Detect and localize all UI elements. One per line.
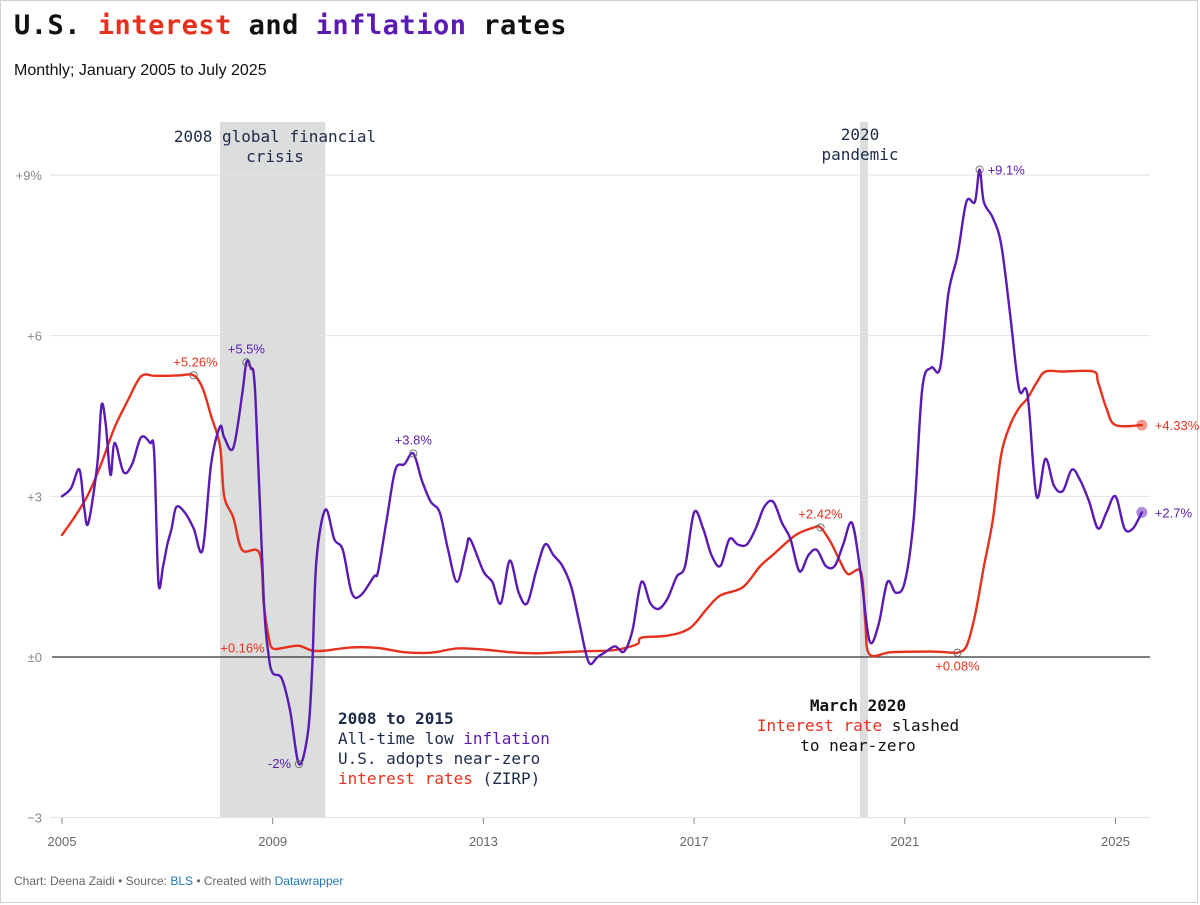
pandemic-label-line2: pandemic bbox=[821, 145, 898, 164]
zirp-line3-a: interest rates bbox=[338, 769, 473, 788]
point-label: +0.08% bbox=[935, 659, 980, 674]
march2020-heading: March 2020 bbox=[810, 696, 906, 715]
x-tick-label: 2025 bbox=[1101, 834, 1130, 849]
chart-title: U.S. interest and inflation rates bbox=[14, 10, 567, 41]
y-tick-label: +6 bbox=[27, 329, 42, 344]
point-marker bbox=[294, 760, 304, 769]
x-tick-label: 2005 bbox=[48, 834, 77, 849]
endpoint-marker bbox=[1136, 419, 1148, 431]
x-axis: 2005 2009 2013 2017 2021 2025 bbox=[48, 818, 1130, 849]
point-label: +5.26% bbox=[173, 354, 218, 369]
march2020-line1-b: slashed bbox=[892, 716, 959, 735]
title-and: and bbox=[248, 10, 299, 41]
point-marker bbox=[975, 165, 984, 174]
pandemic-label-line1: 2020 bbox=[841, 125, 880, 144]
chart-footer: Chart: Deena Zaidi • Source: BLS • Creat… bbox=[14, 874, 343, 888]
march2020-line2: to near-zero bbox=[800, 736, 916, 755]
point-marker bbox=[189, 371, 198, 380]
zirp-line1-a: All-time low bbox=[338, 729, 454, 748]
footer-credit: Chart: Deena Zaidi bbox=[14, 874, 115, 888]
title-inflation: inflation bbox=[315, 10, 467, 41]
x-tick-label: 2009 bbox=[258, 834, 287, 849]
title-rates: rates bbox=[483, 10, 568, 41]
point-labels: +5.26% +5.5% +3.8% +0.16% -2% +2.42% +9.1% +0.0… bbox=[173, 163, 1199, 771]
title-us: U.S. bbox=[14, 10, 82, 41]
gfc-label-line1: 2008 global financial bbox=[174, 127, 376, 146]
y-tick-label: −3 bbox=[27, 811, 42, 826]
point-label: +4.33% bbox=[1155, 418, 1200, 433]
chart-subtitle: Monthly; January 2005 to July 2025 bbox=[14, 62, 267, 79]
point-label: -2% bbox=[268, 756, 292, 771]
footer-created-with: Created with bbox=[203, 874, 272, 888]
shaded-ranges bbox=[220, 122, 868, 818]
zirp-line3: interest rates (ZIRP) bbox=[338, 769, 540, 788]
x-tick-label: 2013 bbox=[469, 834, 498, 849]
zirp-heading: 2008 to 2015 bbox=[338, 709, 454, 728]
point-marker bbox=[242, 358, 251, 367]
inflation-rate-line bbox=[60, 168, 1143, 766]
shade-pandemic bbox=[860, 122, 868, 818]
point-label: +2.42% bbox=[798, 506, 843, 521]
point-marker bbox=[409, 449, 418, 458]
zirp-line1: All-time low inflation bbox=[338, 729, 550, 748]
zirp-line1-b: inflation bbox=[463, 729, 550, 748]
source-link[interactable]: BLS bbox=[170, 874, 193, 888]
footer-sep-1: • bbox=[118, 874, 123, 888]
annotation-zirp: 2008 to 2015 All-time low inflation U.S.… bbox=[338, 709, 550, 788]
point-label: +0.16% bbox=[220, 640, 265, 655]
point-label: +5.5% bbox=[228, 341, 266, 356]
x-tick-label: 2017 bbox=[680, 834, 709, 849]
zirp-line2: U.S. adopts near-zero bbox=[338, 749, 540, 768]
gfc-label-line2: crisis bbox=[246, 147, 304, 166]
interest-rate-line bbox=[60, 369, 1143, 658]
march2020-line1-a: Interest rate bbox=[757, 716, 882, 735]
y-tick-label: +9% bbox=[16, 168, 43, 183]
annotation-march2020: March 2020 Interest rate slashed to near… bbox=[757, 696, 959, 755]
footer-source-label: Source: bbox=[125, 874, 167, 888]
series-lines bbox=[60, 168, 1143, 766]
y-tick-label: +3 bbox=[27, 489, 42, 504]
point-marker bbox=[953, 648, 962, 657]
point-marker bbox=[816, 523, 825, 532]
datawrapper-link[interactable]: Datawrapper bbox=[274, 874, 344, 888]
zirp-line3-b: (ZIRP) bbox=[483, 769, 541, 788]
march2020-line1: Interest rate slashed bbox=[757, 716, 959, 735]
point-label: +2.7% bbox=[1155, 505, 1193, 520]
title-interest: interest bbox=[97, 10, 232, 41]
gridlines bbox=[50, 174, 1150, 819]
y-axis: −3 ±0 +3 +6 +9% bbox=[16, 168, 43, 826]
endpoint-marker bbox=[1136, 506, 1148, 518]
footer-sep-2: • bbox=[196, 874, 201, 888]
shade-gfc bbox=[220, 122, 326, 818]
point-label: +9.1% bbox=[988, 163, 1026, 178]
point-label: +3.8% bbox=[395, 432, 433, 447]
x-tick-label: 2021 bbox=[890, 834, 919, 849]
y-tick-label: ±0 bbox=[28, 650, 42, 665]
